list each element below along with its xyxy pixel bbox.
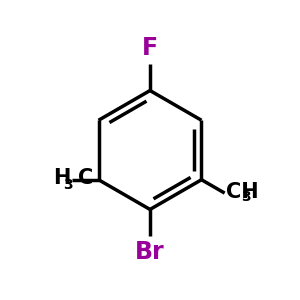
- Text: Br: Br: [135, 240, 165, 264]
- Text: 3: 3: [63, 178, 73, 192]
- Text: H: H: [53, 168, 70, 188]
- Text: C: C: [78, 168, 94, 188]
- Text: 3: 3: [242, 190, 251, 204]
- Text: CH: CH: [226, 182, 259, 202]
- Text: F: F: [142, 36, 158, 60]
